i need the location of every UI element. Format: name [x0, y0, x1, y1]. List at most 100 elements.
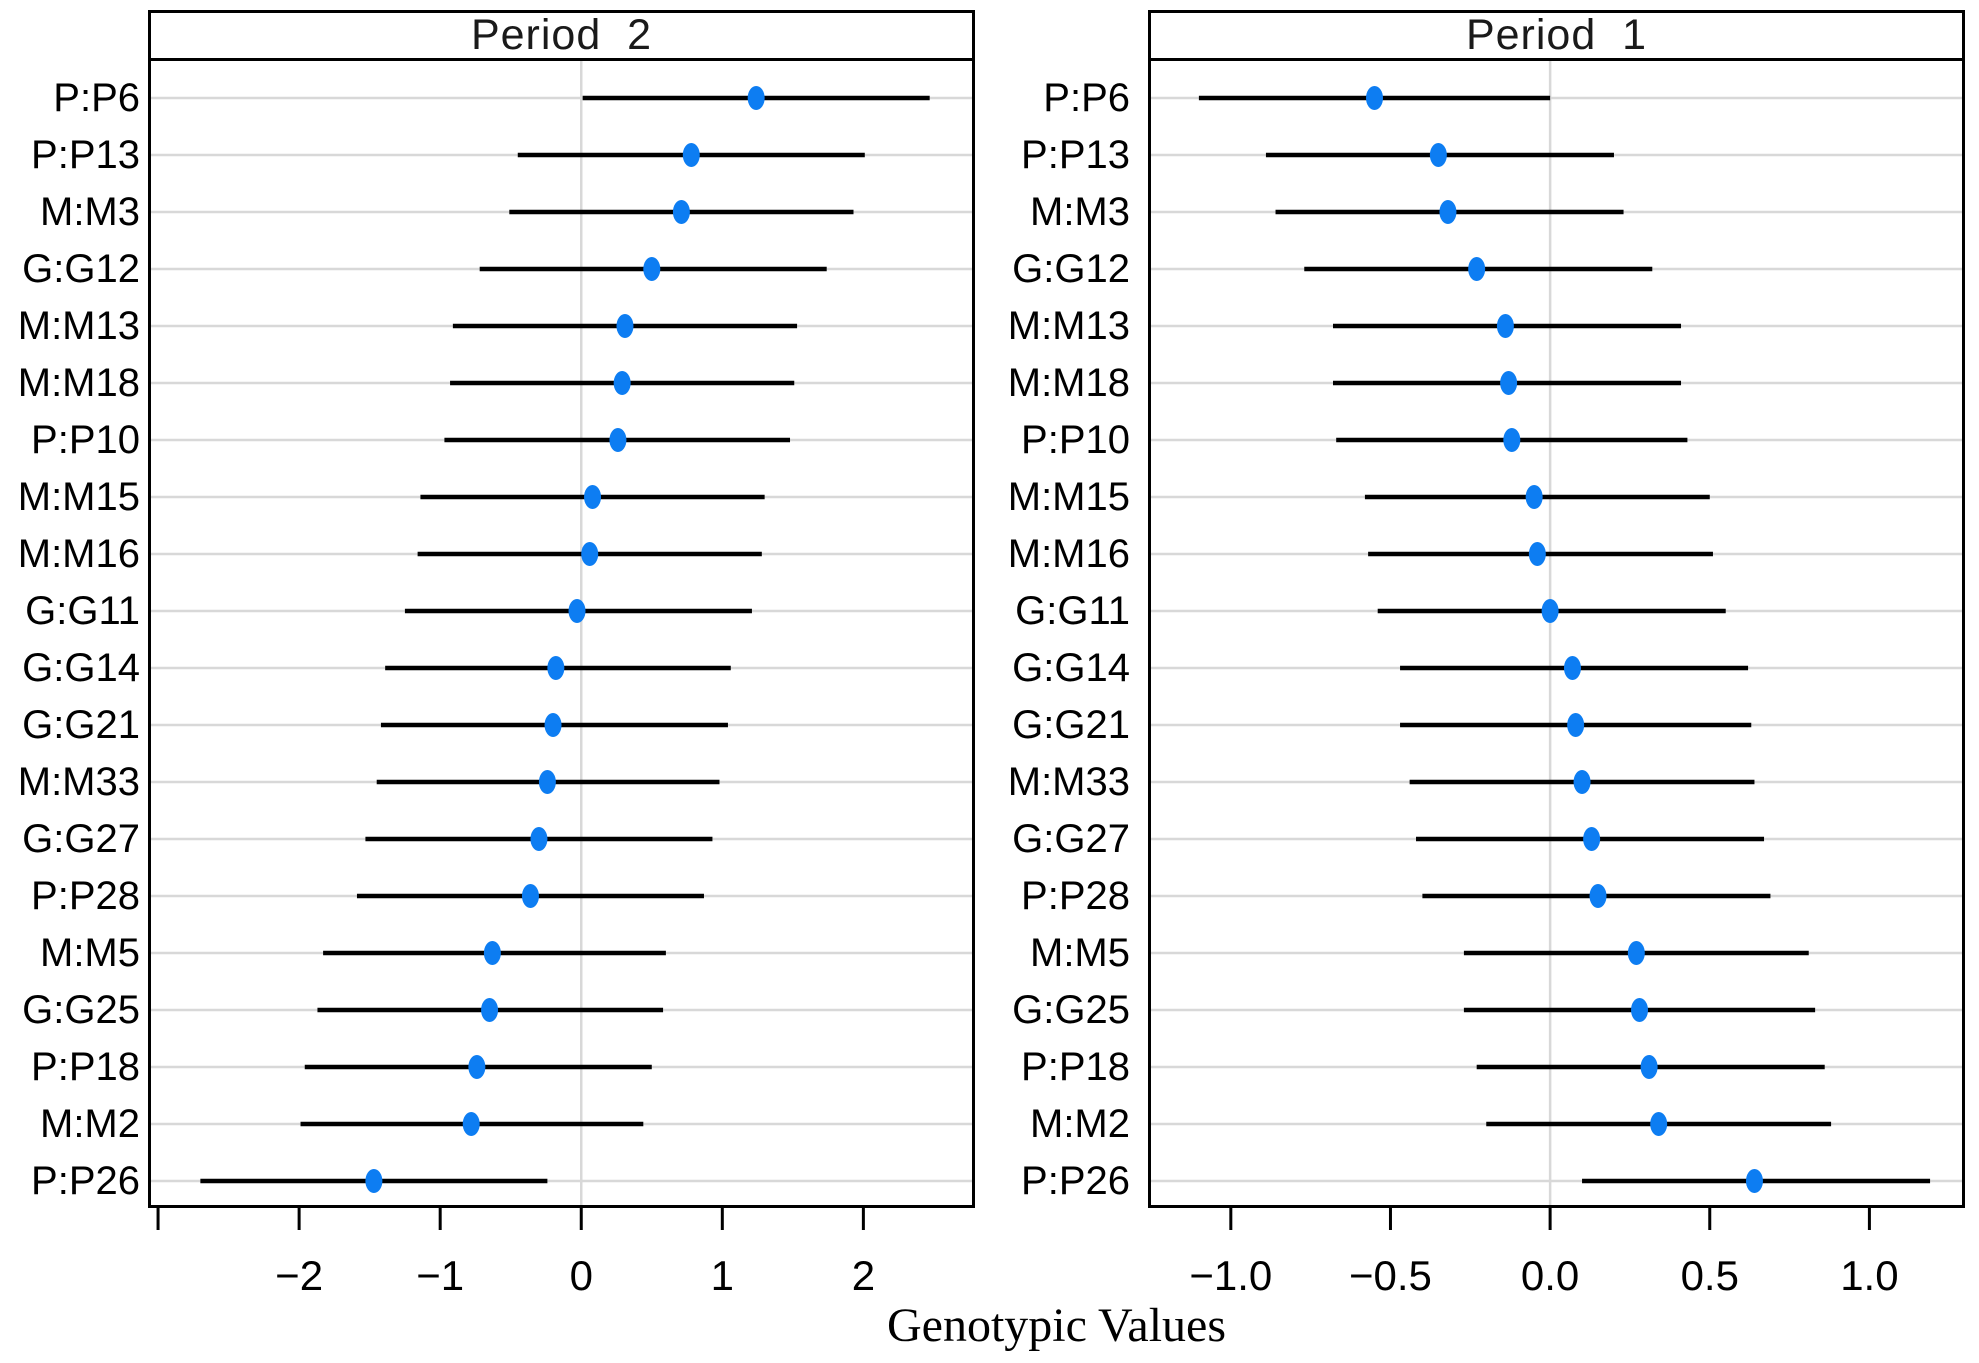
y-category-label: G:G12: [22, 247, 140, 291]
estimate-dot: [1567, 713, 1585, 737]
estimate-dot: [1528, 542, 1546, 566]
y-category-label: G:G27: [22, 817, 140, 861]
estimate-dot: [613, 371, 631, 395]
panel-plot-area-period-1: [1148, 58, 1965, 1208]
estimate-dot: [672, 200, 690, 224]
y-category-label: P:P10: [1021, 418, 1130, 462]
y-category-label: G:G25: [22, 988, 140, 1032]
y-axis-labels-left-panel: P:P6 P:P13 M:M3 G:G12 M:M13 M:M18 P:P10 M:M15 M:…: [0, 58, 148, 1208]
y-category-label: G:G27: [1012, 817, 1130, 861]
y-category-label: M:M18: [1007, 361, 1130, 405]
estimate-dot: [1573, 770, 1591, 794]
y-category-label: M:M2: [1030, 1102, 1130, 1146]
x-tick-label: 2: [852, 1252, 875, 1299]
x-tick-label: −2: [275, 1252, 323, 1299]
panel-header-period-1: Period 1: [1148, 10, 1965, 61]
estimate-dot: [1468, 257, 1486, 281]
estimate-dot: [1745, 1169, 1763, 1193]
x-axis-period-1: −1.0 −0.5 0.0 0.5 1.0: [1189, 1208, 1899, 1299]
y-category-label: G:G21: [1012, 703, 1130, 747]
x-tick-label: 1.0: [1840, 1252, 1898, 1299]
y-category-label: G:G12: [1012, 247, 1130, 291]
y-category-label: M:M16: [17, 532, 140, 576]
y-category-label: G:G11: [1015, 589, 1130, 633]
x-tick-label: −0.5: [1349, 1252, 1432, 1299]
y-category-label: P:P28: [31, 874, 140, 918]
estimate-dot: [468, 1055, 486, 1079]
estimate-dot: [547, 656, 565, 680]
y-category-label: P:P26: [31, 1159, 140, 1203]
y-category-label: P:P10: [31, 418, 140, 462]
y-category-label: G:G25: [1012, 988, 1130, 1032]
estimate-dot: [1627, 941, 1645, 965]
estimate-dot: [1640, 1055, 1658, 1079]
y-category-label: M:M15: [17, 475, 140, 519]
panel-title-period-1: Period 1: [1465, 11, 1648, 59]
y-category-label: M:M18: [17, 361, 140, 405]
y-category-label: M:M33: [17, 760, 140, 804]
estimate-dot: [1583, 827, 1601, 851]
y-axis-labels-right-panel: P:P6 P:P13 M:M3 G:G12 M:M13 M:M18 P:P10 M:M15 M:…: [980, 58, 1138, 1208]
y-category-label: M:M2: [40, 1102, 140, 1146]
x-tick-label: −1: [416, 1252, 464, 1299]
x-tick-label: 0: [570, 1252, 593, 1299]
x-axis-title: Genotypic Values: [886, 1299, 1227, 1352]
estimate-dot: [682, 143, 700, 167]
estimate-dot: [1525, 485, 1543, 509]
y-category-label: M:M33: [1007, 760, 1130, 804]
y-category-label: G:G14: [22, 646, 140, 690]
y-category-label: M:M13: [17, 304, 140, 348]
y-category-label: M:M3: [1030, 190, 1130, 234]
x-tick-label: 0.0: [1521, 1252, 1579, 1299]
estimate-dot: [1503, 428, 1521, 452]
estimate-dot: [544, 713, 562, 737]
estimate-dot: [609, 428, 627, 452]
estimate-dot: [1500, 371, 1518, 395]
estimate-dot: [616, 314, 634, 338]
y-category-label: M:M3: [40, 190, 140, 234]
y-category-label: G:G21: [22, 703, 140, 747]
x-axis-period-2: −2 −1 0 1 2: [156, 1208, 875, 1299]
estimate-dot: [1589, 884, 1607, 908]
y-category-label: P:P26: [1021, 1159, 1130, 1203]
y-category-label: G:G11: [25, 589, 140, 633]
y-category-label: P:P6: [1043, 76, 1130, 120]
estimate-dot: [581, 542, 599, 566]
estimate-dot: [462, 1112, 480, 1136]
y-category-label: P:P18: [1021, 1045, 1130, 1089]
y-category-label: P:P28: [1021, 874, 1130, 918]
y-category-label: P:P18: [31, 1045, 140, 1089]
x-tick-label: −1.0: [1189, 1252, 1272, 1299]
estimate-dot: [1650, 1112, 1668, 1136]
estimate-dot: [643, 257, 661, 281]
estimate-dot: [1496, 314, 1514, 338]
y-category-label: M:M5: [1030, 931, 1130, 975]
estimate-dot: [530, 827, 548, 851]
estimate-dot: [584, 485, 602, 509]
y-category-label: P:P13: [31, 133, 140, 177]
y-category-label: M:M5: [40, 931, 140, 975]
estimate-dot: [747, 86, 765, 110]
estimate-dot: [1366, 86, 1384, 110]
x-tick-label: 0.5: [1681, 1252, 1739, 1299]
y-category-label: M:M15: [1007, 475, 1130, 519]
estimate-dot: [365, 1169, 383, 1193]
estimate-dot: [538, 770, 556, 794]
estimate-dot: [1429, 143, 1447, 167]
y-category-label: G:G14: [1012, 646, 1130, 690]
panel-title-period-2: Period 2: [470, 11, 653, 59]
estimate-dot: [483, 941, 501, 965]
estimate-dot: [481, 998, 499, 1022]
estimate-dot: [521, 884, 539, 908]
y-category-label: P:P6: [53, 76, 140, 120]
y-category-label: M:M16: [1007, 532, 1130, 576]
panel-plot-area-period-2: [148, 58, 975, 1208]
panel-header-period-2: Period 2: [148, 10, 975, 61]
estimate-dot: [1541, 599, 1559, 623]
estimate-dot: [1563, 656, 1581, 680]
x-tick-label: 1: [711, 1252, 734, 1299]
estimate-dot: [1439, 200, 1457, 224]
estimate-dot: [568, 599, 586, 623]
y-category-label: M:M13: [1007, 304, 1130, 348]
